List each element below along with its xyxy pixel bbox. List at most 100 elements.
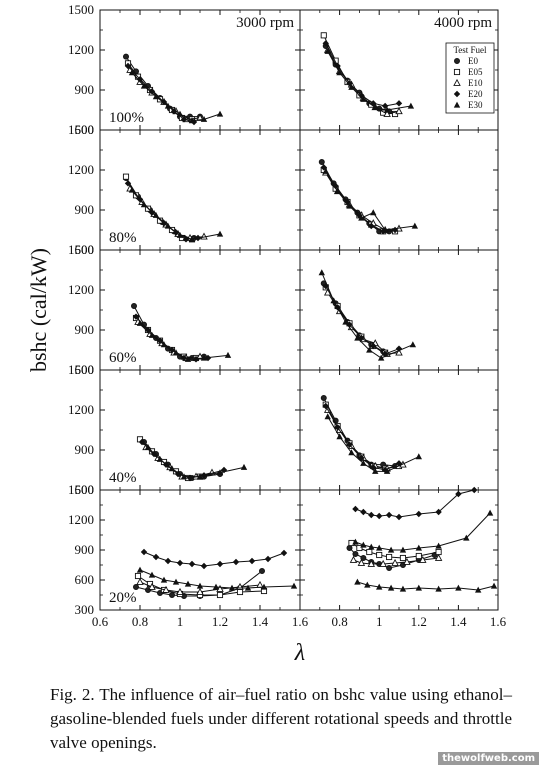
marker-e0: [130, 302, 137, 309]
marker-e20: [144, 326, 152, 334]
marker-e30: [228, 584, 236, 591]
marker-e20: [334, 62, 341, 70]
marker-e20: [148, 209, 156, 216]
series-line-e05: [323, 169, 396, 232]
marker-e20: [148, 88, 156, 95]
panel-r1-c1: [299, 129, 499, 251]
marker-e30: [224, 351, 232, 358]
marker-e30: [200, 354, 208, 361]
marker-e05: [122, 173, 130, 180]
marker-e30: [176, 110, 184, 117]
marker-e20: [370, 342, 377, 350]
panel-r4-c0: 20%: [99, 489, 301, 611]
marker-e0: [168, 592, 175, 599]
marker-e30: [164, 222, 172, 229]
marker-e30: [372, 467, 379, 474]
marker-e30: [348, 83, 355, 90]
marker-e05: [435, 548, 442, 556]
marker-e05: [236, 588, 244, 596]
marker-e30: [486, 509, 494, 516]
y-tick-label: 1500: [68, 2, 94, 17]
panel-r3-c0: 40%: [99, 369, 301, 491]
marker-e05: [320, 32, 327, 39]
y-tick-label: 1200: [68, 402, 94, 417]
marker-e20: [152, 553, 160, 561]
marker-e20: [180, 354, 188, 362]
marker-e30: [463, 534, 470, 541]
marker-e30: [411, 222, 419, 229]
marker-e20: [415, 510, 422, 518]
marker-e30: [387, 584, 395, 591]
marker-e30: [399, 546, 407, 553]
panel-r0-c1: [299, 9, 499, 131]
panel-r1-c0: 80%: [99, 129, 301, 251]
marker-e20: [344, 198, 351, 206]
panel-r2-c1: [299, 249, 499, 371]
marker-e10: [136, 577, 144, 585]
figure: bshc (cal/kW) λ 100% 600 900 1200 1500 80% 600…: [26, 2, 507, 666]
watermark: thewolfweb.com: [438, 752, 539, 765]
marker-e30: [164, 102, 172, 109]
marker-e20: [132, 313, 140, 320]
marker-e10: [403, 557, 411, 565]
panel-frame: [299, 129, 499, 251]
marker-e0: [453, 58, 460, 65]
marker-e30: [415, 453, 422, 460]
marker-e20: [280, 549, 288, 557]
marker-e30: [260, 583, 268, 590]
marker-e20: [138, 438, 146, 446]
marker-e30: [453, 101, 461, 108]
y-tick-label: 600: [75, 242, 95, 257]
marker-e30: [387, 546, 395, 553]
marker-e10: [391, 558, 399, 566]
marker-e20: [471, 486, 478, 494]
marker-e20: [395, 513, 403, 521]
marker-e30: [372, 103, 379, 110]
y-tick-label: 1500: [68, 122, 94, 137]
x-tick-label: 1.6: [490, 614, 507, 629]
marker-e30: [336, 69, 343, 76]
marker-e30: [200, 115, 208, 122]
marker-e30: [196, 582, 204, 589]
panel-frame: [299, 369, 499, 491]
y-tick-label: 900: [75, 82, 95, 97]
legend-box: [445, 42, 495, 114]
y-tick-label: 600: [75, 122, 95, 137]
marker-e20: [264, 555, 272, 563]
marker-e20: [455, 490, 462, 498]
marker-e10: [383, 109, 391, 117]
marker-e20: [368, 222, 375, 230]
marker-e0: [352, 551, 359, 558]
marker-e30: [409, 341, 417, 348]
column-title-4000: 4000 rpm: [434, 15, 492, 31]
marker-e0: [258, 568, 265, 575]
marker-e30: [376, 544, 383, 551]
marker-e0: [360, 555, 367, 562]
marker-e20: [332, 182, 339, 190]
marker-e20: [124, 62, 132, 70]
series-line-e30: [131, 189, 221, 240]
marker-e10: [395, 107, 403, 115]
series-line-e20: [323, 167, 396, 232]
marker-e30: [156, 455, 164, 462]
marker-e30: [455, 584, 462, 591]
marker-e20: [136, 76, 144, 83]
marker-e10: [148, 582, 156, 590]
marker-e20: [360, 508, 367, 516]
series-line-e0: [325, 45, 390, 112]
marker-e30: [140, 82, 148, 89]
figure-caption: Fig. 2. The influence of air–fuel ratio …: [50, 685, 512, 752]
marker-e10: [379, 559, 387, 567]
marker-e30: [324, 47, 331, 54]
series-line-e20: [355, 489, 475, 518]
marker-e10: [453, 78, 461, 86]
marker-e05: [386, 553, 393, 561]
marker-e30: [160, 576, 168, 583]
y-tick-label: 600: [75, 572, 95, 587]
series-line-e0: [125, 177, 194, 239]
marker-e30: [140, 201, 148, 208]
marker-e05: [356, 544, 363, 552]
x-axis-label: λ: [294, 640, 305, 666]
x-tick-label: 0.6: [92, 614, 109, 629]
marker-e30: [360, 95, 367, 102]
